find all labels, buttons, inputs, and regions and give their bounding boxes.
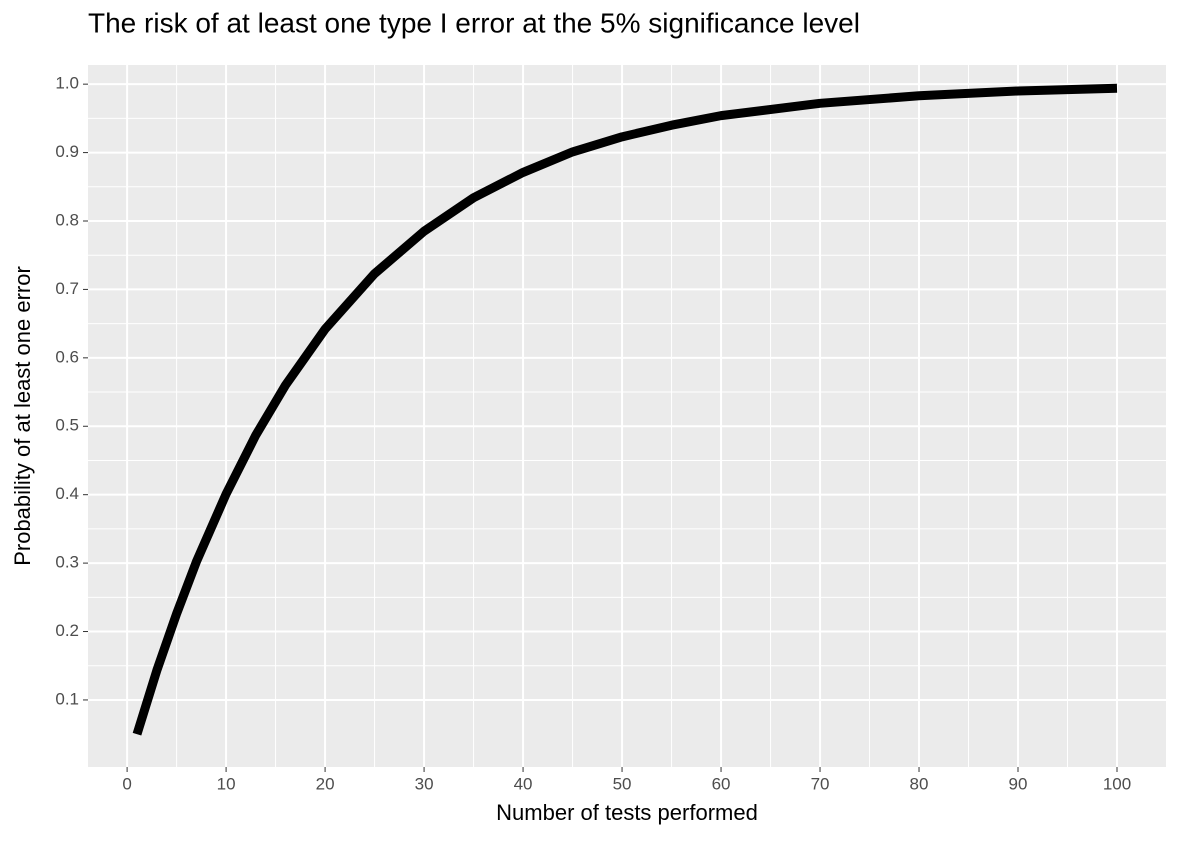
y-tick-label: 0.2 (55, 621, 79, 640)
y-tick-label: 0.1 (55, 689, 79, 708)
y-tick-label: 0.9 (55, 142, 79, 161)
y-tick-label: 0.5 (55, 416, 79, 435)
chart-title: The risk of at least one type I error at… (88, 7, 860, 38)
x-tick-label: 50 (613, 774, 632, 793)
x-axis-title: Number of tests performed (496, 800, 758, 825)
x-tick-label: 60 (712, 774, 731, 793)
y-tick-label: 0.4 (55, 484, 79, 503)
y-tick-label: 1.0 (55, 74, 79, 93)
x-tick-label: 90 (1009, 774, 1028, 793)
line (132, 83, 1118, 736)
x-tick-label: 30 (415, 774, 434, 793)
x-tick-label: 80 (910, 774, 929, 793)
y-tick-label: 0.3 (55, 553, 79, 572)
x-tick-label: 40 (514, 774, 533, 793)
y-tick-label: 0.7 (55, 279, 79, 298)
panel (88, 65, 1166, 767)
y-tick-label: 0.8 (55, 210, 79, 229)
x-tick-label: 0 (122, 774, 131, 793)
x-tick-label: 70 (811, 774, 830, 793)
x-tick-label: 100 (1103, 774, 1131, 793)
y-axis-title: Probability of at least one error (10, 266, 35, 566)
y-tick-label: 0.6 (55, 347, 79, 366)
x-tick-label: 20 (316, 774, 335, 793)
x-tick-label: 10 (217, 774, 236, 793)
